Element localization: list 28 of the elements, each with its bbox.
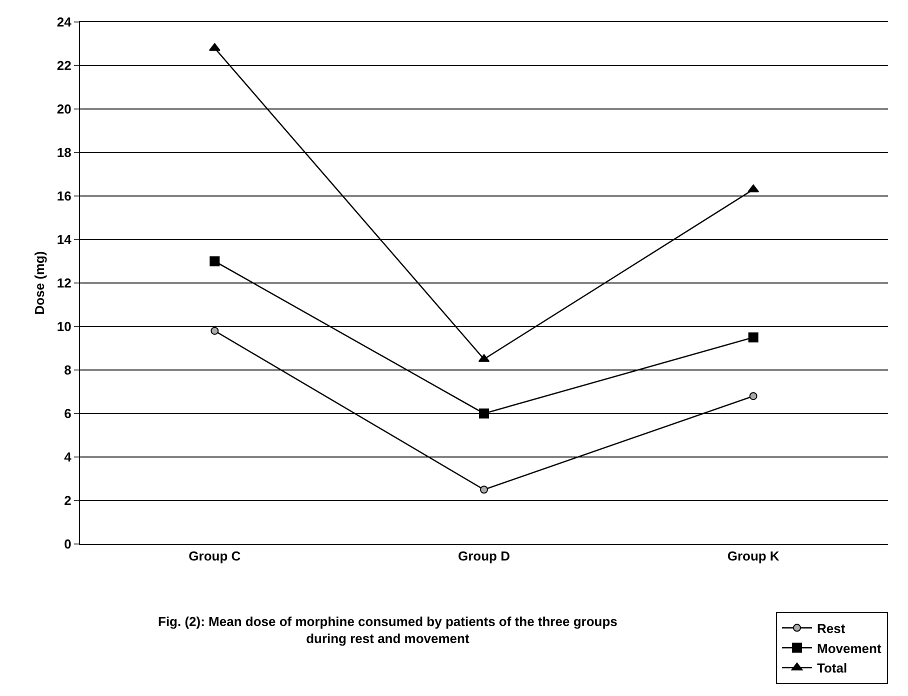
text: Fig. (2): Mean dose of morphine consumed by patients of the three groups during rest and movement	[158, 614, 618, 646]
point	[210, 326, 219, 335]
y-tick-label: 10	[56, 319, 72, 334]
y-tick-label: 4	[64, 450, 72, 465]
point	[748, 332, 758, 342]
y-tick-label: 12	[56, 276, 72, 291]
x-tick-label: Group K	[727, 548, 780, 564]
y-tick-label: 14	[56, 232, 72, 248]
y-tick-label: 16	[56, 188, 72, 204]
y-tick-label: 0	[64, 536, 72, 552]
point	[210, 256, 220, 266]
y-axis-title: Dose (mg)	[32, 251, 47, 315]
y-tick-label: 2	[64, 493, 72, 508]
point	[479, 408, 489, 418]
y-tick-label: 6	[64, 406, 72, 422]
y-tick-label: 24	[56, 14, 72, 30]
legend-label: Rest	[817, 620, 846, 636]
y-tick-label: 8	[64, 362, 72, 378]
y-tick-label: 20	[56, 102, 72, 117]
x-tick-label: Group C	[188, 548, 242, 564]
y-tick-label: 22	[56, 58, 72, 74]
point	[748, 184, 760, 192]
point	[480, 486, 488, 494]
legend-label: Movement	[817, 640, 882, 656]
legend-label: Total	[817, 660, 848, 676]
y-tick-label: 18	[56, 145, 72, 160]
x-tick-label: Group D	[458, 548, 510, 564]
point	[749, 392, 758, 400]
